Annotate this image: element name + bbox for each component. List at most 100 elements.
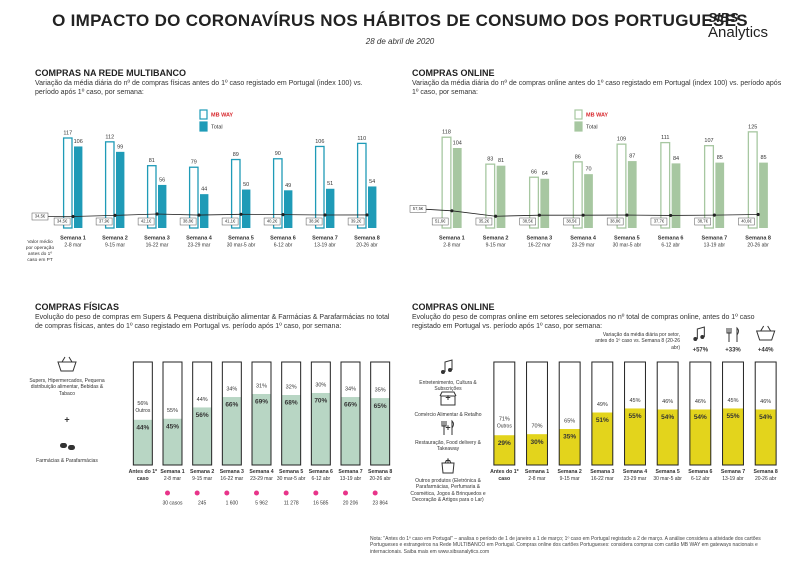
bar-outline <box>162 361 183 466</box>
x-tick-label: Semana 4 <box>622 469 648 475</box>
bar <box>747 131 758 229</box>
x-tick-date: 23-29 mar <box>572 242 595 248</box>
variation-note: Variação da média diária por setor, ante… <box>595 332 680 351</box>
bar-segment <box>281 394 301 465</box>
icon <box>448 368 452 372</box>
bar-value: 106 <box>74 139 83 145</box>
x-tick-label: Semana 8 <box>368 469 393 475</box>
bar-segment <box>526 434 548 465</box>
bar-value: 50 <box>243 182 249 188</box>
line-label-box <box>431 217 449 226</box>
bar <box>74 146 83 228</box>
bar <box>326 188 335 228</box>
legend-label: Total <box>586 124 598 130</box>
case-count: 1 600 <box>226 500 239 506</box>
legend-label: Outros produtos (Eletrónica & Parafarmác… <box>410 478 486 503</box>
bar-segment <box>722 408 744 465</box>
x-tick-date: 16-22 mar <box>590 476 614 482</box>
bar <box>715 162 725 228</box>
bar-segment <box>370 398 390 465</box>
bar-value: 44% <box>197 397 208 403</box>
x-tick-date: 20-26 abr <box>356 242 378 248</box>
bar-value: 30% <box>530 439 543 446</box>
x-tick-date: 6-12 abr <box>311 476 331 482</box>
x-tick-label: Semana 1 <box>524 469 550 475</box>
bar-segment <box>755 362 777 410</box>
bar-value: 68% <box>285 400 298 407</box>
bar-value: 35% <box>375 388 386 394</box>
bar-outline <box>340 361 361 466</box>
bar <box>452 148 462 228</box>
panel-subtitle: Evolução do peso de compras em Supers & … <box>35 314 390 330</box>
bar-segment <box>559 362 581 429</box>
case-icon <box>372 490 378 496</box>
x-tick-label: Semana 4 <box>570 235 597 241</box>
bar-value: 111 <box>661 135 669 141</box>
bar <box>496 165 506 228</box>
bar-value: 84 <box>673 156 679 162</box>
case-icon <box>343 490 348 496</box>
bar-segment <box>252 362 271 394</box>
page-date: 28 de abril de 2020 <box>365 37 435 46</box>
bar-value: 34% <box>345 386 356 392</box>
x-tick-label: Semana 2 <box>102 235 128 241</box>
icon <box>755 325 776 341</box>
line-label-box <box>221 217 239 226</box>
bar-value: 85 <box>760 155 766 161</box>
bar-value: 54% <box>759 414 772 421</box>
legend-plus: + <box>445 422 450 432</box>
bar-outline <box>251 361 272 466</box>
panel-title: COMPRAS FÍSICAS <box>35 302 120 312</box>
case-count: 20 206 <box>343 500 359 506</box>
x-tick-label: Semana 7 <box>702 235 728 241</box>
x-tick-label: Semana 6 <box>270 235 296 241</box>
bar-value: 110 <box>357 136 366 142</box>
page-title: O IMPACTO DO CORONAVÍRUS NOS HÁBITOS DE … <box>52 11 748 30</box>
case-icon <box>194 490 200 496</box>
logo-bottom: Analytics <box>708 24 769 41</box>
baseline-label: 34,5€ <box>35 214 46 219</box>
bar <box>368 186 377 228</box>
baseline-box <box>31 212 49 221</box>
bar-value: 55% <box>726 413 739 420</box>
x-tick-label: Semana 8 <box>354 235 380 241</box>
case-icon <box>224 490 230 496</box>
line-label: 38,5€ <box>566 219 577 224</box>
bar <box>703 145 715 229</box>
bar-segment <box>341 397 360 465</box>
x-tick-date: 13-19 abr <box>314 242 336 248</box>
bar-value: 85 <box>717 155 723 161</box>
bar-value: 65% <box>564 418 575 424</box>
bar-value: 70% <box>531 424 542 430</box>
x-tick-label: Antes do 1º caso <box>490 469 519 482</box>
bar-value: 54% <box>694 414 707 421</box>
bar-value: 49% <box>597 402 608 408</box>
bar-segment <box>722 362 744 409</box>
bar-value: 118 <box>442 130 451 136</box>
x-tick-label: Semana 8 <box>745 235 771 241</box>
line-label-box <box>519 217 536 226</box>
bar-value: 54 <box>369 179 375 185</box>
legend-label: Supers, Hipermercados, Pequena distribui… <box>29 378 105 397</box>
line-point <box>113 213 117 217</box>
bar <box>627 161 637 228</box>
bar-value: 79 <box>191 160 197 166</box>
bar-segment <box>493 435 515 465</box>
bar <box>485 163 496 229</box>
bar-value: 46% <box>695 399 706 405</box>
x-tick-label: Semana 1 <box>160 469 185 475</box>
x-tick-label: Semana 3 <box>219 469 244 475</box>
x-tick-label: Semana 4 <box>249 469 274 475</box>
line-label: 51,6€ <box>435 219 446 224</box>
line-label: 38,8€ <box>183 219 194 224</box>
bar <box>230 158 241 229</box>
bar-value: 49 <box>285 183 291 189</box>
line-point <box>494 214 498 218</box>
bar-segment <box>192 407 212 465</box>
case-icon <box>254 490 259 496</box>
x-tick-label: Semana 5 <box>614 235 640 241</box>
x-tick-date: 2-8 mar <box>64 242 82 248</box>
bar-value: 69% <box>255 399 268 406</box>
legend-label: Comércio Alimentar & Retalho <box>414 412 482 418</box>
